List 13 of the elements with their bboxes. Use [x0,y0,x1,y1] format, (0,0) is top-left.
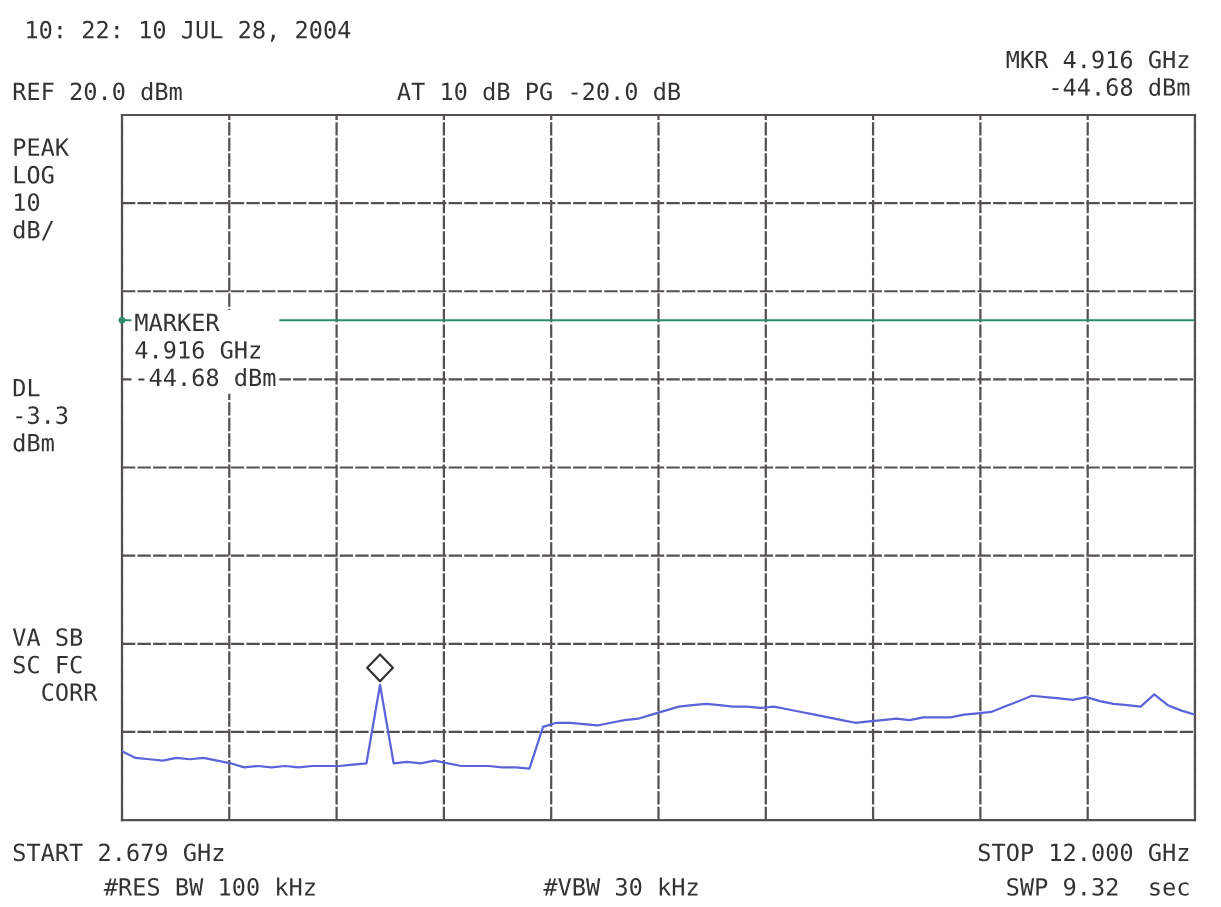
text: #VBW 30 kHz [543,877,698,896]
text: PEAK LOG 10 dB/ [13,138,69,241]
text: #RES BW 100 kHz [103,877,315,896]
text: DL -3.3 dBm [13,379,68,452]
text: START 2.679 GHz [13,843,224,862]
chart-title: 10: 22: 10 JUL 28, 2004 [27,20,351,42]
text: MARKER 4.916 GHz -44.68 dBm [135,313,276,387]
text: REF 20.0 dBm [13,82,182,101]
text: STOP 12.000 GHz [978,843,1189,862]
text: AT 10 dB PG -20.0 dB [397,82,681,101]
text: MKR 4.916 GHz -44.68 dBm [1006,50,1190,96]
text: SWP 9.32 sec [1007,877,1189,896]
text: VA SB SC FC CORR [12,628,98,702]
